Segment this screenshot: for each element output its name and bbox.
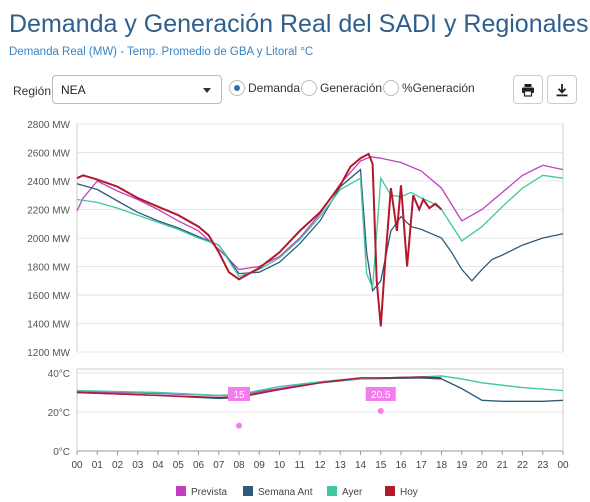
- radio-dot-demanda: [229, 80, 245, 96]
- x-tick-label: 23: [537, 460, 549, 471]
- main-y-tick-label: 2600 MW: [27, 149, 70, 160]
- x-tick-label: 21: [497, 460, 509, 471]
- demand-chart: 1200 MW 1400 MW 1600 MW 1800 MW 2000 MW 2200 …: [27, 120, 564, 359]
- main-y-tick-label: 2400 MW: [27, 177, 70, 188]
- x-tick-label: 12: [314, 460, 326, 471]
- radio-pct-generacion[interactable]: %Generación: [383, 80, 475, 96]
- printer-icon: [522, 83, 534, 97]
- x-tick-label: 02: [112, 460, 124, 471]
- x-tick-label: 00: [71, 460, 83, 471]
- main-y-tick-label: 1600 MW: [27, 291, 70, 302]
- temp-annotation-dot: [236, 422, 242, 429]
- radio-label-pct-generacion: %Generación: [402, 81, 475, 95]
- download-button[interactable]: [547, 75, 577, 104]
- download-icon: [556, 83, 568, 96]
- temp-annotation-dot: [377, 408, 384, 415]
- radio-dot-pct-generacion: [383, 80, 399, 96]
- x-tick-label: 01: [92, 460, 104, 471]
- x-tick-label: 11: [295, 460, 306, 471]
- legend-swatch: [176, 486, 186, 496]
- x-tick-label: 09: [254, 460, 266, 471]
- region-select[interactable]: NEA: [52, 75, 222, 104]
- temp-annotation-box: [365, 387, 396, 401]
- main-y-tick-label: 1800 MW: [27, 263, 70, 274]
- print-button[interactable]: [513, 75, 543, 104]
- x-tick-label: 13: [335, 460, 347, 471]
- main-y-tick-label: 2000 MW: [27, 234, 70, 245]
- legend: Prevista Semana Ant Ayer Hoy: [176, 486, 418, 498]
- x-tick-label: 07: [213, 460, 225, 471]
- series-line-semana-ant: [76, 168, 564, 293]
- temp-y-tick-label: 40°C: [48, 369, 70, 380]
- temp-series-line-semana-ant: [76, 377, 564, 402]
- temp-series-line-hoy: [76, 376, 442, 399]
- x-tick-label: 15: [375, 460, 387, 471]
- x-tick-label: 03: [132, 460, 144, 471]
- main-y-tick-label: 1400 MW: [27, 320, 70, 331]
- x-tick-label: 04: [152, 460, 164, 471]
- x-tick-label: 18: [436, 460, 448, 471]
- radio-dot-generacion: [301, 80, 317, 96]
- radio-label-demanda: Demanda: [248, 81, 301, 95]
- x-tick-label: 05: [173, 460, 185, 471]
- x-tick-label: 19: [456, 460, 468, 471]
- x-tick-label: 20: [476, 460, 488, 471]
- main-y-tick-label: 2200 MW: [27, 206, 70, 217]
- x-tick-label: 16: [395, 460, 407, 471]
- legend-label: Semana Ant: [258, 487, 313, 498]
- legend-swatch: [243, 486, 253, 496]
- legend-label: Ayer: [342, 487, 363, 498]
- temp-annotation-label: 15: [233, 390, 245, 401]
- chevron-down-icon: [203, 88, 211, 93]
- radio-generacion[interactable]: Generación: [301, 80, 382, 96]
- radio-label-generacion: Generación: [320, 81, 383, 95]
- radio-demanda[interactable]: Demanda: [229, 80, 300, 96]
- temperature-chart: 0°C 20°C 40°C 15 20.5: [48, 368, 564, 458]
- temp-series-line-ayer: [76, 375, 564, 397]
- temp-y-tick-label: 20°C: [48, 408, 70, 419]
- region-select-value: NEA: [61, 83, 86, 97]
- temp-series-line-prevista: [76, 376, 442, 397]
- x-tick-label: 14: [355, 460, 367, 471]
- x-axis: 00 01 02 03 04 05 06 07 08 09 10 11 12 13 14 15 16 17 18 19…: [71, 450, 569, 471]
- temp-annotation-box: [228, 387, 250, 401]
- main-y-tick-label: 1200 MW: [27, 348, 70, 359]
- x-tick-label: 08: [233, 460, 245, 471]
- x-tick-label: 06: [193, 460, 205, 471]
- x-tick-label: 10: [274, 460, 286, 471]
- legend-swatch: [327, 486, 337, 496]
- page-subtitle: Demanda Real (MW) - Temp. Promedio de GB…: [9, 46, 314, 58]
- series-line-prevista: [76, 156, 564, 271]
- main-y-tick-label: 2800 MW: [27, 120, 70, 131]
- temp-annotation-label: 20.5: [371, 390, 391, 401]
- series-line-ayer: [76, 174, 564, 289]
- series-line-hoy: [76, 152, 443, 327]
- x-tick-label: 00: [557, 460, 569, 471]
- legend-label: Hoy: [400, 487, 418, 498]
- temp-y-tick-label: 0°C: [53, 447, 70, 458]
- legend-label: Prevista: [191, 487, 228, 498]
- region-label: Región: [13, 84, 52, 98]
- x-tick-label: 17: [416, 460, 428, 471]
- legend-swatch: [385, 486, 395, 496]
- x-tick-label: 22: [517, 460, 529, 471]
- page-title: Demanda y Generación Real del SADI y Reg…: [9, 10, 589, 38]
